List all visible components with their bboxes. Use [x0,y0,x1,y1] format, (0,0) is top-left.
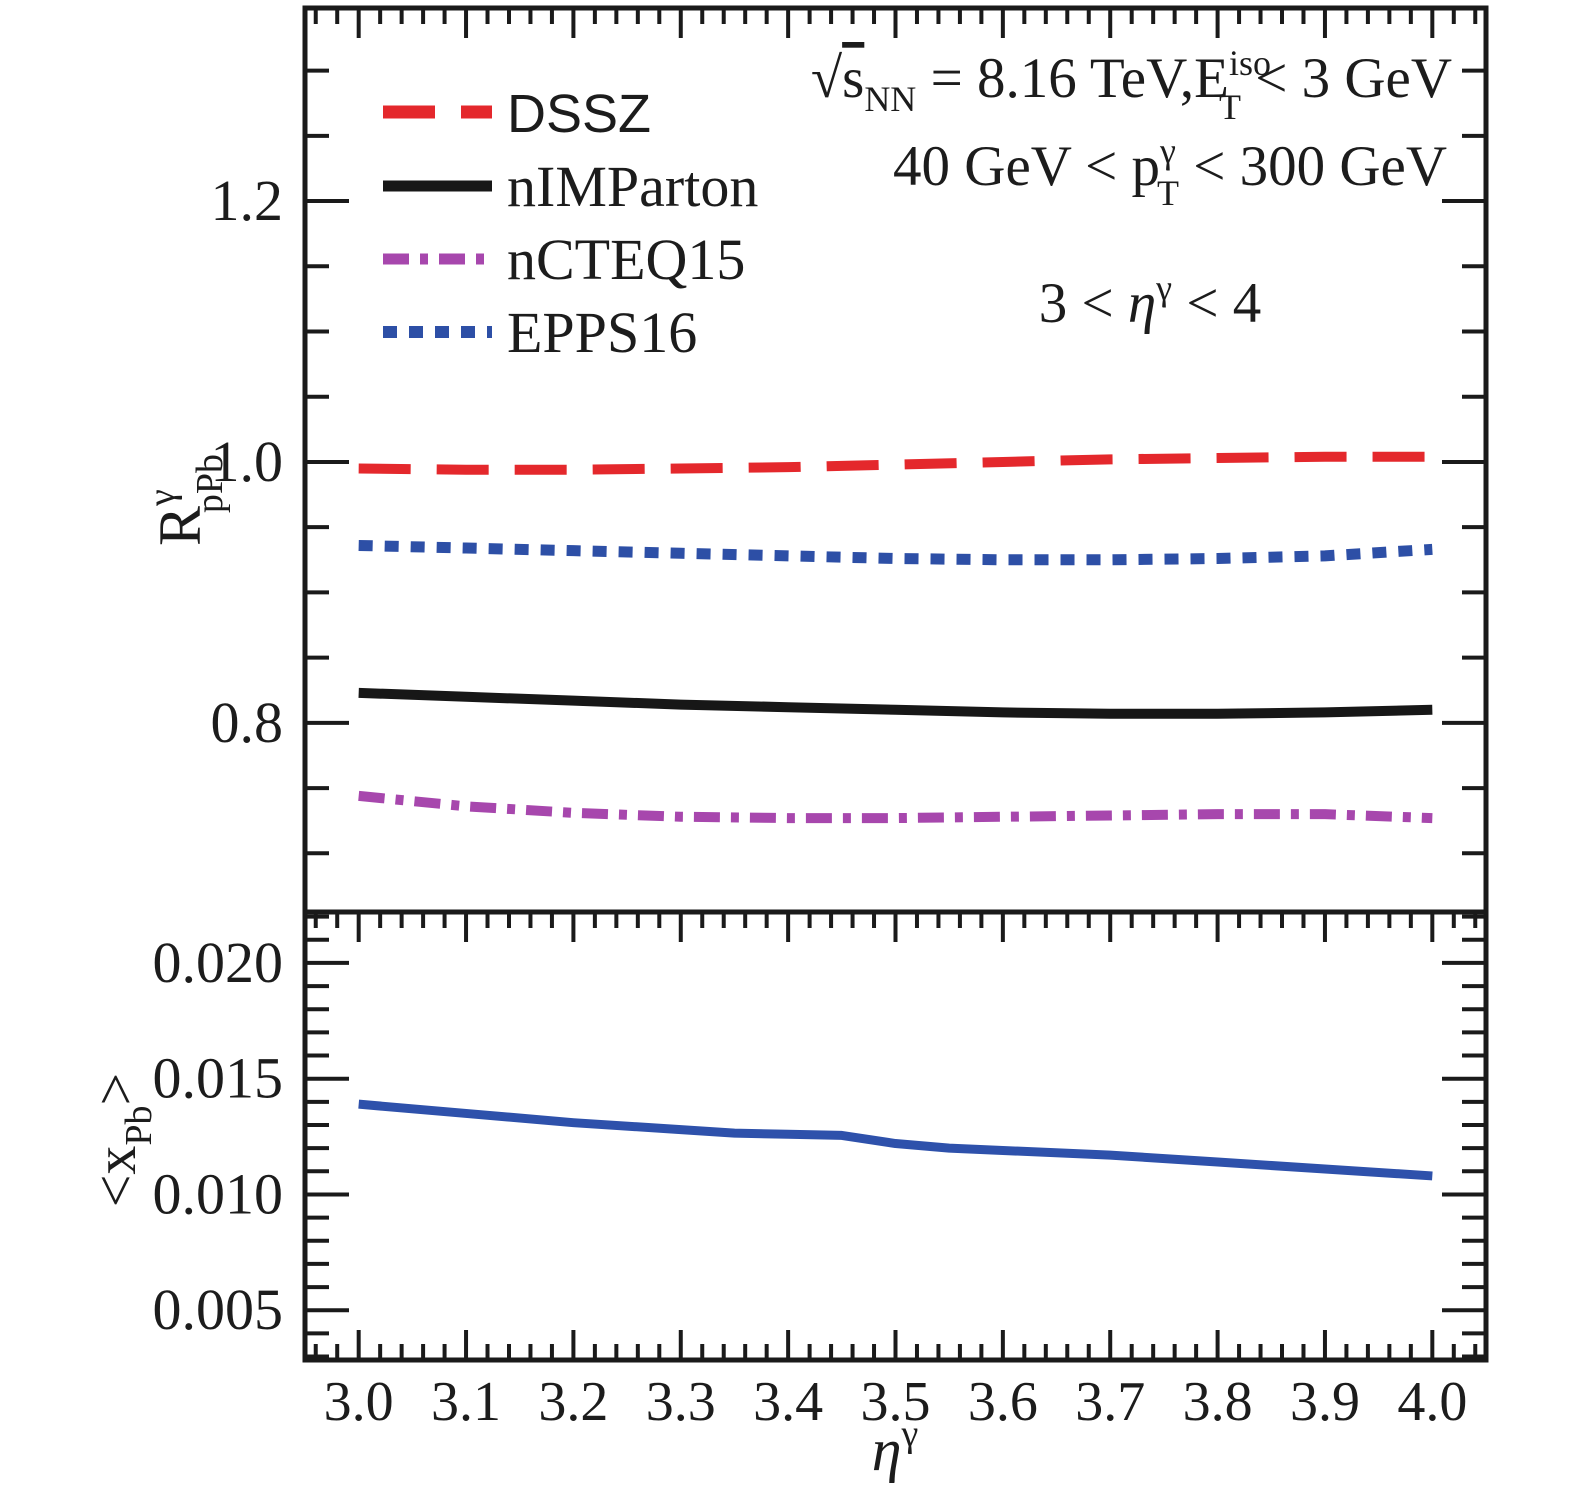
x-axis-title: ηγ [872,1413,919,1483]
y-tick-label: 0.005 [153,1277,284,1342]
legend: DSSZ nIMParton nCTEQ15 EPPS16 [383,84,758,365]
curve-dssz [358,451,1433,475]
bottom-panel-frame [302,909,1489,1363]
data-curves [358,451,1433,1181]
x-tick-label: 3.4 [753,1371,823,1433]
x-tick-label: 3.3 [646,1371,716,1433]
y-axis-title-top: Rγ pPb [141,454,231,546]
x-tick-label: 3.2 [538,1371,608,1433]
legend-item-dssz: DSSZ [383,84,651,144]
curve-xpb [358,1099,1433,1181]
axis-ticks: 3.0 3.1 3.2 3.3 3.4 3.5 3.6 3.7 3.8 3.9 4.0 0.8 1.0 1… [153,8,1486,1433]
legend-label-nimparton: nIMParton [507,154,758,219]
x-tick-label: 3.6 [968,1371,1038,1433]
legend-item-ncteq15: nCTEQ15 [383,227,745,292]
x-tick-label: 3.7 [1075,1371,1145,1433]
legend-item-nimparton: nIMParton [383,154,758,219]
y-tick-label: 1.0 [211,429,284,494]
x-tick-label: 4.0 [1397,1371,1467,1433]
annotation-eta-range: 3 < ηγ < 4 [1039,268,1262,335]
x-tick-label: 3.9 [1290,1371,1360,1433]
x-tick-label: 3.0 [324,1371,394,1433]
x-tick-label: 3.1 [431,1371,501,1433]
legend-label-ncteq15: nCTEQ15 [507,227,745,292]
y-tick-label: 0.8 [211,690,284,755]
annotation-pt-range: 40 GeV < pγ T < 300 GeV [893,131,1447,213]
x-tick-label: 3.5 [861,1371,931,1433]
y-tick-label: 0.010 [153,1161,284,1226]
y-tick-label: 0.020 [153,930,284,995]
x-tick-label: 3.8 [1183,1371,1253,1433]
y-tick-label: 1.2 [211,168,284,233]
legend-label-epps16: EPPS16 [507,300,697,365]
curve-ncteq15 [358,790,1433,824]
curve-nimparton [358,687,1433,719]
y-tick-label: 0.015 [153,1046,284,1111]
legend-label-dssz: DSSZ [507,84,651,144]
legend-item-epps16: EPPS16 [383,300,697,365]
y-axis-title-bottom: <xPb> [83,1073,160,1208]
curve-epps16 [358,539,1433,566]
annotation-energy: √sNN = 8.16 TeV,Eiso T < 3 GeV [811,43,1452,127]
